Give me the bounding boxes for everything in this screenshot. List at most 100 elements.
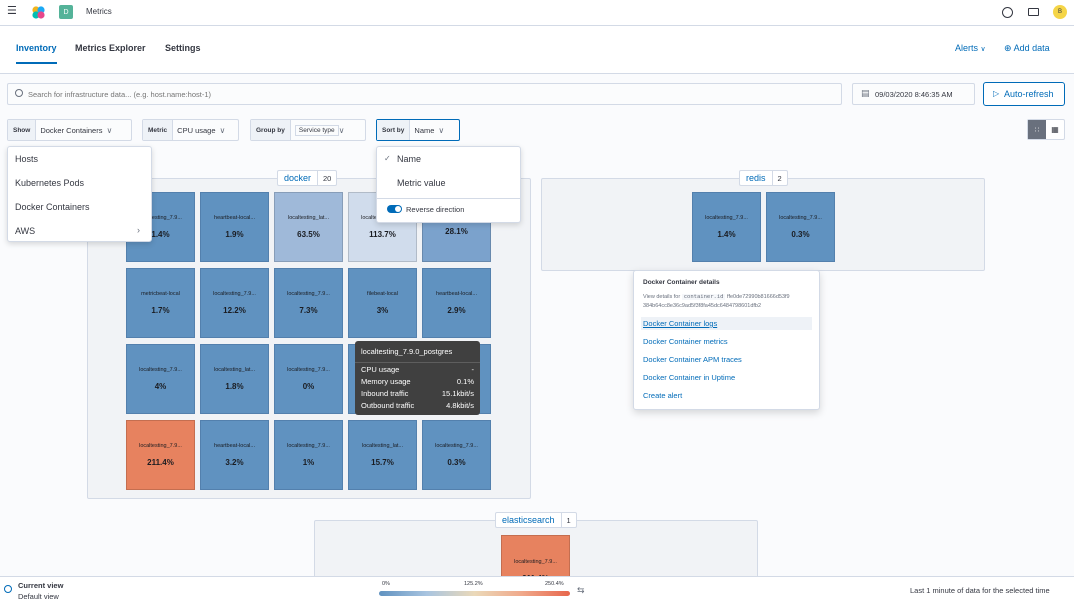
show-label: Show	[8, 120, 37, 140]
container-node[interactable]: localtesting_lat... 63.5%	[274, 192, 343, 262]
auto-refresh-label: Auto-refresh	[1004, 89, 1054, 99]
show-filter[interactable]: Show Docker Containers ∨	[7, 119, 132, 141]
space-badge[interactable]: D	[59, 5, 73, 19]
sort-option-name[interactable]: Name	[397, 154, 422, 164]
popover-title: Docker Container details	[643, 279, 720, 286]
node-value: 1.8%	[225, 382, 244, 391]
tooltip-metric-value: -	[471, 365, 475, 374]
node-details-popover: Docker Container details View details fo…	[633, 270, 820, 410]
node-value: 0.3%	[447, 458, 466, 467]
reverse-direction-toggle[interactable]	[387, 205, 402, 213]
space-badge-letter: D	[63, 8, 69, 16]
container-node[interactable]: localtesting_7.9... 1%	[274, 420, 343, 490]
container-node[interactable]: localtesting_7.9... 211.4%	[126, 420, 195, 490]
link-container-logs[interactable]: Docker Container logs	[643, 319, 718, 328]
chevron-down-icon: ∨	[338, 125, 345, 135]
node-label: localtesting_7.9...	[287, 443, 330, 449]
link-container-uptime[interactable]: Docker Container in Uptime	[643, 373, 736, 382]
group-by-filter[interactable]: Group by Service type ∨	[250, 119, 366, 141]
link-container-metrics[interactable]: Docker Container metrics	[643, 337, 728, 346]
tab-inventory[interactable]: Inventory	[16, 43, 57, 53]
group-count: 20	[317, 171, 336, 185]
container-node[interactable]: localtesting_7.9... 0%	[274, 344, 343, 414]
node-value: 0.3%	[791, 230, 810, 239]
chevron-down-icon: ∨	[438, 125, 445, 135]
avatar-initial: B	[1057, 9, 1062, 15]
tooltip-metric-name: Inbound traffic	[361, 389, 409, 398]
details-id-1: ffe0de72990b81666d53f9	[727, 294, 790, 300]
bottom-bar: Current view Default view 0% 125.2% 250.…	[0, 576, 1074, 606]
newsfeed-icon[interactable]	[1028, 8, 1039, 16]
container-node[interactable]: localtesting_7.9... 12.2%	[200, 268, 269, 338]
table-view-button[interactable]: ▦	[1046, 120, 1064, 139]
group-docker-label[interactable]: docker 20	[277, 170, 338, 186]
node-label: localtesting_7.9...	[287, 367, 330, 373]
node-value: 113.7%	[369, 230, 396, 239]
tooltip-metric-name: Outbound traffic	[361, 401, 415, 410]
details-prefix: View details for	[643, 294, 681, 300]
container-node[interactable]: localtesting_7.9... 1.4%	[692, 192, 761, 262]
node-label: filebeat-local	[367, 291, 398, 297]
group-by-label: Group by	[251, 120, 291, 140]
container-node[interactable]: localtesting_lat... 15.7%	[348, 420, 417, 490]
link-create-alert[interactable]: Create alert	[643, 391, 683, 400]
container-node[interactable]: metricbeat-local 1.7%	[126, 268, 195, 338]
sort-option-metric-value[interactable]: Metric value	[397, 178, 446, 188]
group-redis-label[interactable]: redis 2	[739, 170, 788, 186]
link-container-apm-traces[interactable]: Docker Container APM traces	[643, 355, 742, 364]
menu-item-kubernetes-pods[interactable]: Kubernetes Pods	[15, 178, 85, 188]
map-view-button[interactable]: ∷	[1028, 120, 1046, 139]
menu-item-hosts[interactable]: Hosts	[15, 154, 39, 164]
container-node[interactable]: localtesting_7.9... 7.3%	[274, 268, 343, 338]
container-node[interactable]: heartbeat-local... 2.9%	[422, 268, 491, 338]
legend-options-icon[interactable]: ⇆	[577, 585, 585, 595]
menu-icon[interactable]: ☰	[7, 5, 17, 17]
sort-by-filter[interactable]: Sort by Name ∨	[376, 119, 460, 141]
container-node[interactable]: localtesting_7.9... 0.3%	[422, 420, 491, 490]
help-icon[interactable]	[1002, 7, 1013, 18]
container-node[interactable]: filebeat-local 3%	[348, 268, 417, 338]
container-node[interactable]: localtesting_7.9... 0.3%	[766, 192, 835, 262]
node-label: localtesting_7.9...	[139, 215, 182, 221]
node-label: localtesting_lat...	[362, 443, 403, 449]
node-value: 1.7%	[151, 306, 170, 315]
add-data-link[interactable]: ⊕ Add data	[1004, 43, 1050, 54]
chevron-down-icon: ∨	[980, 46, 986, 53]
avatar[interactable]: B	[1053, 5, 1067, 19]
view-toggle: ∷ ▦	[1027, 119, 1065, 140]
container-node[interactable]: localtesting_7.9... 4%	[126, 344, 195, 414]
auto-refresh-button[interactable]: ▷ Auto-refresh	[983, 82, 1065, 106]
date-picker[interactable]: ▤ 09/03/2020 8:46:35 AM	[852, 83, 975, 105]
tooltip-divider	[355, 362, 480, 363]
container-node[interactable]: heartbeat-local... 3.2%	[200, 420, 269, 490]
container-node[interactable]: localtesting_lat... 1.8%	[200, 344, 269, 414]
node-label: localtesting_7.9...	[139, 367, 182, 373]
alerts-dropdown[interactable]: Alerts ∨	[955, 43, 986, 53]
node-value: 1%	[302, 458, 315, 467]
menu-divider	[377, 198, 520, 199]
tab-metrics-explorer[interactable]: Metrics Explorer	[75, 43, 146, 53]
toggle-knob	[395, 206, 401, 212]
elastic-logo-icon[interactable]	[31, 5, 46, 20]
metric-filter[interactable]: Metric CPU usage ∨	[142, 119, 239, 141]
saved-views-button[interactable]: Current view Default view	[18, 581, 63, 601]
node-value: 1.9%	[225, 230, 244, 239]
group-elasticsearch-label[interactable]: elasticsearch 1	[495, 512, 577, 528]
tooltip-metric-value: 0.1%	[456, 377, 474, 386]
page-tabs: Inventory Metrics Explorer Settings Aler…	[0, 26, 1074, 74]
node-value: 28.1%	[445, 227, 468, 236]
alerts-label: Alerts	[955, 43, 979, 53]
top-bar: ☰ D Metrics B	[0, 0, 1074, 26]
search-input[interactable]	[28, 87, 828, 101]
menu-item-docker-containers[interactable]: Docker Containers	[15, 202, 90, 212]
tab-settings[interactable]: Settings	[165, 43, 201, 53]
tooltip-row: CPU usage -	[361, 365, 474, 374]
group-count: 2	[771, 171, 787, 185]
search-bar[interactable]	[7, 83, 842, 105]
node-label: heartbeat-local...	[214, 443, 255, 449]
breadcrumb-title[interactable]: Metrics	[86, 7, 112, 16]
container-node[interactable]: heartbeat-local... 1.9%	[200, 192, 269, 262]
menu-item-aws[interactable]: AWS	[15, 226, 36, 236]
legend-mid: 125.2%	[464, 581, 483, 587]
search-icon	[15, 89, 23, 97]
